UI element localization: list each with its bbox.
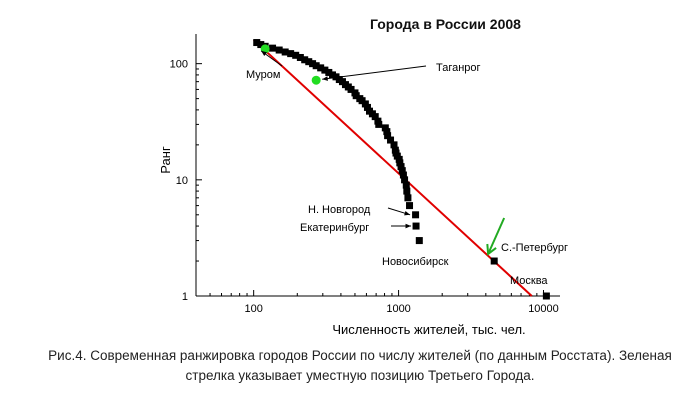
data-point xyxy=(391,146,399,154)
city-label: Москва xyxy=(510,275,548,287)
black-data-points xyxy=(253,39,550,300)
data-point xyxy=(384,132,392,140)
data-point xyxy=(317,64,325,72)
label-pointer xyxy=(322,65,427,80)
data-point xyxy=(281,48,289,56)
data-point xyxy=(253,39,261,47)
city-label: Таганрог xyxy=(436,62,481,74)
data-point xyxy=(301,56,309,64)
data-point xyxy=(292,51,300,59)
data-point xyxy=(275,46,283,54)
city-labels: Муром Таганрог Н. Новгород Екатеринбург Ново… xyxy=(246,50,568,287)
data-point xyxy=(404,194,412,202)
data-point xyxy=(305,58,313,66)
label-pointer-head xyxy=(322,76,328,81)
label-pointer-head xyxy=(404,210,411,216)
green-arrow-head xyxy=(486,243,497,256)
data-point xyxy=(398,167,406,175)
data-point xyxy=(401,176,409,184)
data-point xyxy=(412,211,420,219)
data-point xyxy=(397,163,405,171)
x-axis-label: Численность жителей, тыс. чел. xyxy=(332,322,525,337)
city-label: Муром xyxy=(246,69,280,81)
data-point xyxy=(257,41,265,49)
data-point xyxy=(365,107,373,115)
red-fit-line xyxy=(252,39,533,297)
axes: 1 10 100 100 1000 10000 xyxy=(170,34,560,315)
data-point xyxy=(312,62,320,70)
figure-caption: Рис.4. Современная ранжировка городов Ро… xyxy=(48,348,672,383)
label-pointer-head xyxy=(261,50,267,57)
green-arrow-shaft xyxy=(487,217,506,255)
city-label: Екатеринбург xyxy=(300,222,369,234)
data-point xyxy=(296,53,304,61)
city-label: Н. Новгород xyxy=(308,204,371,216)
data-point xyxy=(325,68,333,76)
data-point xyxy=(403,187,411,195)
fit-line xyxy=(252,39,533,297)
highlight-point xyxy=(260,44,270,54)
data-point xyxy=(402,181,410,189)
y-tick-label: 100 xyxy=(170,59,188,71)
x-tick-label: 10000 xyxy=(528,303,559,315)
data-point xyxy=(351,89,359,97)
data-point xyxy=(321,66,329,74)
data-point xyxy=(287,50,295,58)
data-point xyxy=(387,136,395,144)
green-highlight-points xyxy=(260,44,321,85)
data-point xyxy=(383,128,391,136)
data-point xyxy=(490,257,498,265)
highlight-point xyxy=(311,75,321,85)
data-point xyxy=(390,141,398,149)
y-tick-label: 10 xyxy=(176,175,188,187)
data-point xyxy=(374,117,382,125)
data-point xyxy=(329,71,337,79)
data-point xyxy=(542,292,550,300)
data-point xyxy=(309,60,317,68)
y-tick-label: 1 xyxy=(182,291,188,303)
data-point xyxy=(356,95,364,103)
label-pointer-head xyxy=(405,223,412,229)
chart-title: Города в России 2008 xyxy=(370,16,521,32)
data-point xyxy=(269,44,277,52)
data-point xyxy=(406,202,414,210)
data-point xyxy=(399,171,407,179)
x-tick-label: 1000 xyxy=(386,303,410,315)
city-label: Новосибирск xyxy=(382,256,449,268)
data-point xyxy=(415,237,423,245)
green-arrow xyxy=(486,217,506,256)
data-point xyxy=(412,222,420,230)
x-tick-label: 100 xyxy=(244,303,262,315)
city-label: С.-Петербург xyxy=(501,242,568,254)
y-axis-label: Ранг xyxy=(158,146,173,174)
data-point xyxy=(381,124,389,132)
